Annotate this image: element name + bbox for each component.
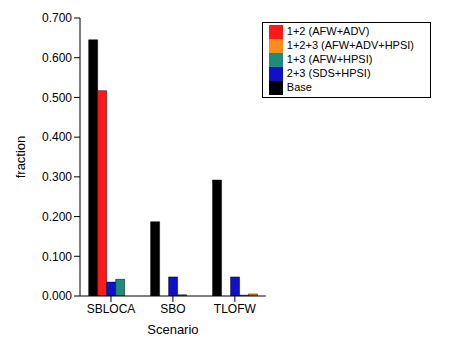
html-text:Base: Base xyxy=(286,81,312,94)
svg-text:SBLOCA: SBLOCA xyxy=(87,302,136,316)
svg-text:0.600: 0.600 xyxy=(42,51,72,65)
svg-text:0.500: 0.500 xyxy=(42,91,72,105)
svg-text:0.700: 0.700 xyxy=(42,11,72,25)
svg-text:0.300: 0.300 xyxy=(42,170,72,184)
svg-text:0.000: 0.000 xyxy=(42,289,72,303)
svg-text:0.100: 0.100 xyxy=(42,250,72,264)
svg-text:TLOFW: TLOFW xyxy=(214,302,257,316)
html-text:1+3 (AFW+HPSI): 1+3 (AFW+HPSI) xyxy=(286,53,373,66)
svg-text:Scenario: Scenario xyxy=(147,322,198,337)
html-text:1+2+3 (AFW+ADV+HPSI): 1+2+3 (AFW+ADV+HPSI) xyxy=(286,39,414,52)
html-text:2+3 (SDS+HPSI): 2+3 (SDS+HPSI) xyxy=(286,67,371,80)
svg-text:0.400: 0.400 xyxy=(42,130,72,144)
svg-text:0.200: 0.200 xyxy=(42,210,72,224)
svg-text:fraction: fraction xyxy=(13,136,28,179)
html-text:1+2 (AFW+ADV): 1+2 (AFW+ADV) xyxy=(286,25,370,37)
svg-text:SBO: SBO xyxy=(160,302,185,316)
